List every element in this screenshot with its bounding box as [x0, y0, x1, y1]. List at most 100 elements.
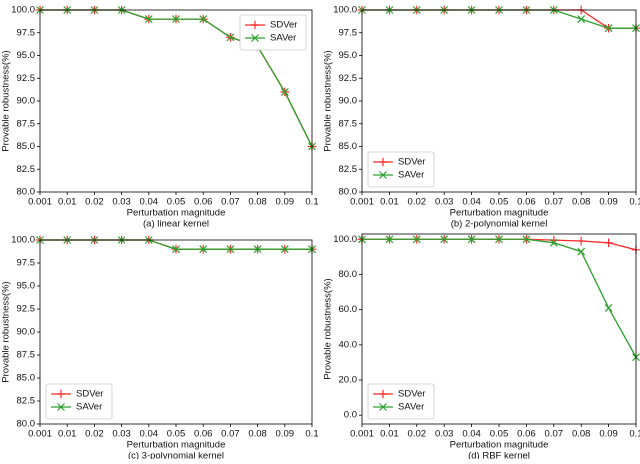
plot-frame [361, 9, 637, 193]
marker [378, 157, 388, 167]
caption: (a) linear kernel [143, 219, 209, 230]
x-tick-label: 0.08 [248, 197, 267, 208]
y-tick-label: 90.0 [339, 96, 358, 107]
y-tick-label: 20.0 [339, 375, 358, 386]
legend-label: SAVer [398, 402, 424, 413]
x-tick-label: 0.03 [435, 197, 454, 208]
legend: SDVer SAVer [45, 383, 113, 420]
marker [144, 15, 153, 24]
x-tick-label: 0.03 [435, 429, 454, 440]
x-tick-label: 0.02 [85, 197, 104, 208]
y-tick-label: 97.5 [339, 27, 358, 38]
marker [522, 235, 531, 244]
caption: (d) RBF kernel [468, 451, 530, 459]
x-tick-label: 0.09 [276, 429, 295, 440]
marker [172, 15, 180, 24]
x-tick-label: 0.09 [276, 197, 295, 208]
legend-label: SDVer [76, 389, 103, 400]
x-tick-label: 0.03 [112, 197, 131, 208]
y-tick-label: 97.5 [17, 27, 36, 38]
x-tick-label: 0.001 [350, 197, 374, 208]
x-tick-label: 0.07 [221, 429, 240, 440]
y-tick-label: 100.0 [11, 235, 35, 246]
marker [226, 245, 235, 254]
subplot: 80.0 82.5 85.0 87.5 90.0 92.5 95.0 97.5 100.0 0.0… [1, 235, 319, 462]
marker [280, 87, 289, 96]
x-tick-label: 0.001 [28, 197, 52, 208]
x-tick-label: 0.05 [167, 197, 186, 208]
legend-label: SAVer [398, 170, 424, 181]
legend-box [367, 151, 435, 188]
marker [172, 245, 180, 254]
y-tick-label: 85.0 [17, 373, 36, 384]
x-tick-label: 0.08 [572, 197, 591, 208]
x-tick-label: 0.02 [85, 429, 104, 440]
y-tick-label: 80.0 [17, 419, 36, 430]
x-tick-label: 0.04 [462, 197, 481, 208]
series-line [362, 238, 637, 358]
y-tick-label: 82.5 [17, 164, 36, 175]
caption: (c) 3-polynomial kernel [128, 451, 224, 459]
x-tick-label: 0.1 [629, 429, 640, 440]
x-tick-label: 0.04 [462, 429, 481, 440]
x-tick-label: 0.1 [305, 429, 318, 440]
marker [412, 235, 421, 244]
subplot: 80.0 82.5 85.0 87.5 90.0 92.5 95.0 97.5 100.0 0.0… [1, 5, 319, 230]
x-tick-label: 0.06 [194, 197, 213, 208]
x-tick-label: 0.06 [194, 429, 213, 440]
x-tick-label: 0.06 [517, 197, 536, 208]
y-tick-label: 100.0 [11, 5, 35, 16]
y-tick-label: 95.0 [17, 281, 36, 292]
marker [604, 238, 613, 248]
x-axis-label: Perturbation magnitude [127, 208, 226, 219]
y-tick-label: 60.0 [339, 304, 358, 315]
marker [385, 235, 394, 244]
subplot: 0.0 20.0 40.0 60.0 80.0 100.0 0.001 0.01 0.02 0.0… [323, 233, 640, 462]
y-tick-label: 95.0 [339, 50, 358, 61]
y-tick-label: 87.5 [339, 118, 358, 129]
marker [57, 403, 65, 411]
legend: SDVer SAVer [367, 383, 435, 420]
legend: SDVer SAVer [367, 151, 435, 188]
marker [577, 15, 586, 24]
x-tick-label: 0.02 [408, 429, 427, 440]
marker [495, 235, 503, 244]
marker [379, 171, 387, 179]
x-tick-label: 0.001 [28, 429, 52, 440]
y-tick-label: 82.5 [339, 164, 358, 175]
x-tick-label: 0.09 [599, 429, 618, 440]
x-axis-label: Perturbation magnitude [127, 440, 226, 451]
x-tick-label: 0.01 [380, 197, 399, 208]
legend-box [45, 383, 113, 420]
y-tick-label: 82.5 [17, 396, 36, 407]
y-tick-label: 85.0 [339, 141, 358, 152]
y-tick-label: 40.0 [339, 339, 358, 350]
legend: SDVer SAVer [239, 14, 307, 51]
y-tick-label: 80.0 [17, 187, 36, 198]
caption: (b) 2-polynomial kernel [451, 219, 548, 230]
y-tick-label: 97.5 [17, 258, 36, 269]
y-tick-label: 85.0 [17, 141, 36, 152]
x-tick-label: 0.03 [112, 429, 131, 440]
legend-label: SAVer [76, 402, 102, 413]
x-tick-label: 0.07 [221, 197, 240, 208]
y-axis-label: Provable robustness(%) [1, 50, 12, 151]
x-tick-label: 0.01 [58, 429, 77, 440]
marker [226, 33, 235, 42]
marker [199, 15, 208, 24]
y-tick-label: 90.0 [17, 327, 36, 338]
y-tick-label: 80.0 [339, 269, 358, 280]
y-tick-label: 87.5 [17, 118, 36, 129]
y-tick-label: 80.0 [339, 187, 358, 198]
x-tick-label: 0.01 [58, 197, 77, 208]
subplot: 80.0 82.5 85.0 87.5 90.0 92.5 95.0 97.5 100.0 0.0… [323, 5, 640, 230]
x-tick-label: 0.05 [490, 197, 509, 208]
x-tick-label: 0.07 [545, 197, 564, 208]
y-axis-label: Provable robustness(%) [323, 50, 334, 151]
x-tick-label: 0.05 [167, 429, 186, 440]
x-tick-label: 0.06 [517, 429, 536, 440]
x-tick-label: 0.05 [490, 429, 509, 440]
plot-frame [39, 239, 313, 425]
